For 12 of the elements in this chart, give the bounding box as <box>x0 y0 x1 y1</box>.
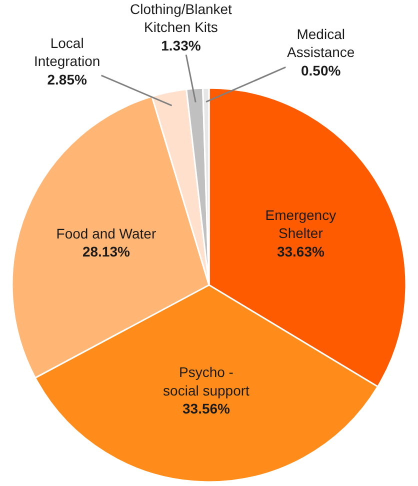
slice-label: Psycho - social support <box>163 364 250 398</box>
slice-label: Medical Assistance <box>287 26 355 60</box>
slice-label: Clothing/Blanket Kitchen Kits <box>130 1 232 36</box>
slice-label: Emergency Shelter <box>265 206 336 242</box>
data-label: 33.56% <box>182 400 231 417</box>
slice-label: Local Integration <box>34 35 100 70</box>
data-label: 0.50% <box>301 62 342 78</box>
data-label: 1.33% <box>161 37 202 54</box>
data-label: 28.13% <box>82 244 130 260</box>
data-label: 2.85% <box>47 71 88 88</box>
data-label: 33.63% <box>276 243 325 260</box>
slice-label: Food and Water <box>56 225 156 242</box>
